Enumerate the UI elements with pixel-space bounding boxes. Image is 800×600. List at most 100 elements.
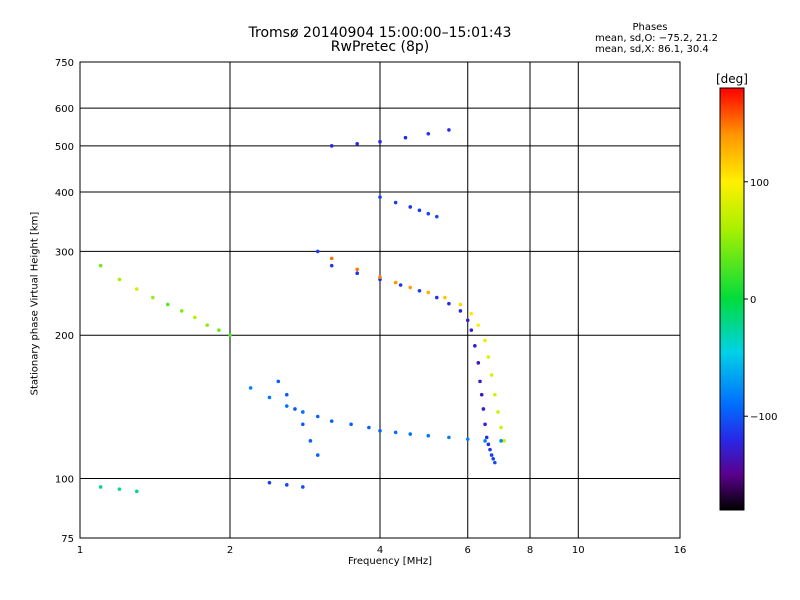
data-point	[447, 128, 451, 132]
data-point	[443, 295, 447, 300]
colorbar-tick-label: 0	[750, 295, 756, 306]
y-tick-label: 750	[55, 58, 74, 69]
data-point	[489, 373, 494, 377]
data-point	[465, 318, 470, 323]
chart-title: Tromsø 20140904 15:00:00–15:01:43	[248, 25, 512, 41]
data-point	[403, 135, 408, 140]
colorbar-tick-label: −100	[750, 412, 777, 423]
x-tick-label: 16	[674, 545, 687, 556]
data-point	[447, 435, 451, 440]
data-point	[301, 422, 305, 427]
data-point	[499, 439, 503, 443]
data-point	[499, 425, 503, 430]
data-point	[293, 407, 297, 411]
data-point	[434, 214, 439, 219]
data-point	[393, 280, 398, 285]
data-point	[502, 439, 506, 443]
data-point	[491, 457, 496, 461]
x-tick-label: 10	[572, 545, 585, 556]
data-point	[308, 439, 313, 443]
y-tick-label: 200	[55, 331, 74, 342]
data-point	[117, 277, 122, 282]
data-point	[248, 386, 253, 390]
data-point	[408, 285, 413, 290]
data-point	[483, 338, 487, 343]
data-point	[367, 425, 371, 430]
colorbar-label: [deg]	[716, 72, 748, 86]
data-point	[458, 309, 463, 313]
y-tick-label: 100	[55, 475, 74, 486]
data-point	[378, 428, 382, 433]
data-point	[329, 263, 334, 268]
data-point	[193, 315, 197, 320]
data-point	[393, 430, 398, 435]
data-point	[301, 485, 305, 489]
data-point	[267, 395, 272, 400]
data-point	[378, 139, 382, 144]
stats-line-x: mean, sd,X: 86.1, 30.4	[595, 44, 709, 55]
data-point	[479, 392, 484, 397]
data-point	[301, 410, 305, 414]
y-axis-label: Stationary phase Virtual Height [km]	[29, 211, 41, 396]
data-point	[284, 392, 289, 397]
data-point	[473, 344, 477, 348]
data-point	[329, 419, 334, 423]
data-point	[217, 328, 221, 332]
data-point	[349, 422, 353, 427]
data-point	[417, 208, 422, 213]
data-point	[447, 301, 451, 306]
data-point	[426, 290, 431, 295]
data-point	[134, 287, 139, 291]
data-point	[469, 328, 474, 332]
data-point	[378, 275, 382, 279]
data-point	[476, 361, 481, 365]
x-tick-label: 8	[527, 545, 533, 556]
data-point	[426, 433, 431, 438]
data-point	[426, 131, 431, 136]
data-point	[496, 410, 500, 414]
data-point	[398, 283, 403, 287]
colorbar: [deg] −100 0 100	[716, 72, 777, 511]
data-point	[355, 271, 359, 276]
data-point	[484, 435, 489, 440]
data-point	[355, 141, 359, 146]
data-point	[378, 195, 382, 199]
data-point	[478, 379, 482, 384]
x-tick-label: 6	[465, 545, 471, 556]
data-point	[165, 302, 170, 307]
data-point	[417, 288, 422, 293]
data-point	[481, 407, 486, 411]
x-tick-label: 2	[227, 545, 233, 556]
data-point	[458, 302, 463, 307]
data-point	[329, 144, 334, 148]
data-point	[426, 211, 431, 216]
data-point	[408, 432, 413, 436]
data-point	[489, 453, 494, 457]
data-point	[276, 379, 281, 384]
data-point	[408, 205, 413, 209]
data-point	[486, 355, 491, 359]
data-point	[117, 487, 122, 491]
x-axis-label: Frequency [MHz]	[347, 556, 433, 567]
data-point	[267, 480, 272, 485]
y-tick-label: 75	[61, 534, 74, 545]
y-tick-label: 300	[55, 247, 74, 258]
data-point	[465, 437, 470, 441]
y-tick-label: 400	[55, 188, 74, 199]
data-point	[98, 485, 103, 489]
data-point	[483, 422, 487, 427]
data-point	[469, 311, 474, 316]
data-point	[329, 256, 334, 261]
data-point	[486, 442, 491, 447]
data-point	[434, 295, 439, 300]
stats-line-o: mean, sd,O: −75.2, 21.2	[595, 33, 718, 44]
data-point	[393, 200, 398, 205]
data-point	[493, 460, 497, 465]
data-point	[315, 414, 320, 419]
data-point	[476, 323, 481, 327]
x-tick-label: 4	[377, 545, 383, 556]
data-point	[355, 267, 359, 272]
data-point	[483, 439, 487, 443]
y-tick-label: 600	[55, 104, 74, 115]
